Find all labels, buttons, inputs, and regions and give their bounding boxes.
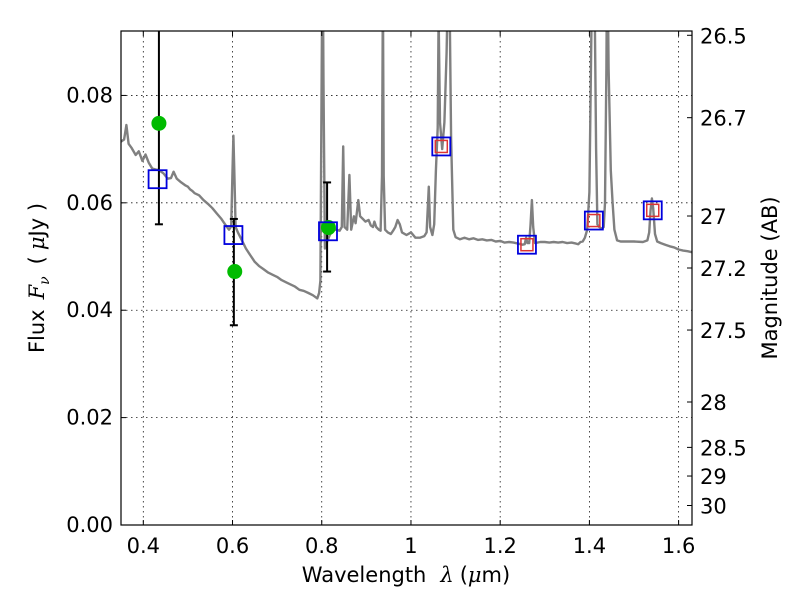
- model-sed-line: [121, 31, 692, 300]
- model-flux-square-small: [434, 139, 449, 154]
- y2-tick-label: 28: [700, 391, 727, 415]
- model-flux-square: [223, 225, 244, 245]
- x-tick-label: 1: [404, 534, 417, 558]
- model-flux-square: [517, 234, 537, 255]
- model-flux-square: [642, 200, 663, 221]
- x-tick-label: 0.8: [305, 534, 338, 558]
- x-tick-label: 0.4: [127, 534, 160, 558]
- model-flux-square: [147, 169, 168, 190]
- x-tick-label: 1.4: [573, 534, 606, 558]
- x-axis-title: Wavelength λ (μm): [302, 563, 510, 587]
- y2-axis-title: Magnitude (AB): [758, 196, 782, 359]
- plot-area: [121, 31, 692, 327]
- y2-tick-label: 30: [700, 495, 727, 519]
- y-tick-label: 0.02: [66, 406, 113, 430]
- y2-tick-label: 27.5: [700, 319, 747, 343]
- model-flux-square: [583, 210, 604, 231]
- observed-flux-point: [227, 264, 243, 280]
- observed-flux-point: [151, 115, 167, 131]
- y-tick-label: 0.08: [66, 83, 113, 107]
- y2-tick-label: 28.5: [700, 436, 747, 460]
- y2-tick-label: 26.7: [700, 107, 747, 131]
- x-tick-label: 1.2: [483, 534, 516, 558]
- model-flux-square-small: [587, 213, 601, 228]
- y-tick-label: 0.00: [66, 513, 113, 537]
- model-flux-square: [431, 136, 452, 157]
- model-flux-square-small: [645, 203, 660, 218]
- observed-flux-point: [320, 220, 336, 236]
- model-flux-square-small: [520, 237, 534, 252]
- y2-tick-label: 27.2: [700, 257, 747, 281]
- y-axis-title: FluxFν(μJy ): [25, 203, 53, 353]
- x-tick-label: 0.6: [216, 534, 249, 558]
- y2-tick-label: 29: [700, 465, 727, 489]
- y-tick-label: 0.04: [66, 298, 113, 322]
- plot-frame: [120, 30, 693, 526]
- y2-tick-label: 26.5: [700, 24, 747, 48]
- y2-tick-label: 27: [700, 205, 727, 229]
- y-tick-label: 0.06: [66, 191, 113, 215]
- axis-ticks: 0.4 0.6 0.8 1 1.2 1.4 1.6 0.00 0.02 0.04 0.06 0.08 2…: [66, 24, 747, 558]
- model-flux-square: [318, 221, 338, 242]
- x-tick-label: 1.6: [662, 534, 695, 558]
